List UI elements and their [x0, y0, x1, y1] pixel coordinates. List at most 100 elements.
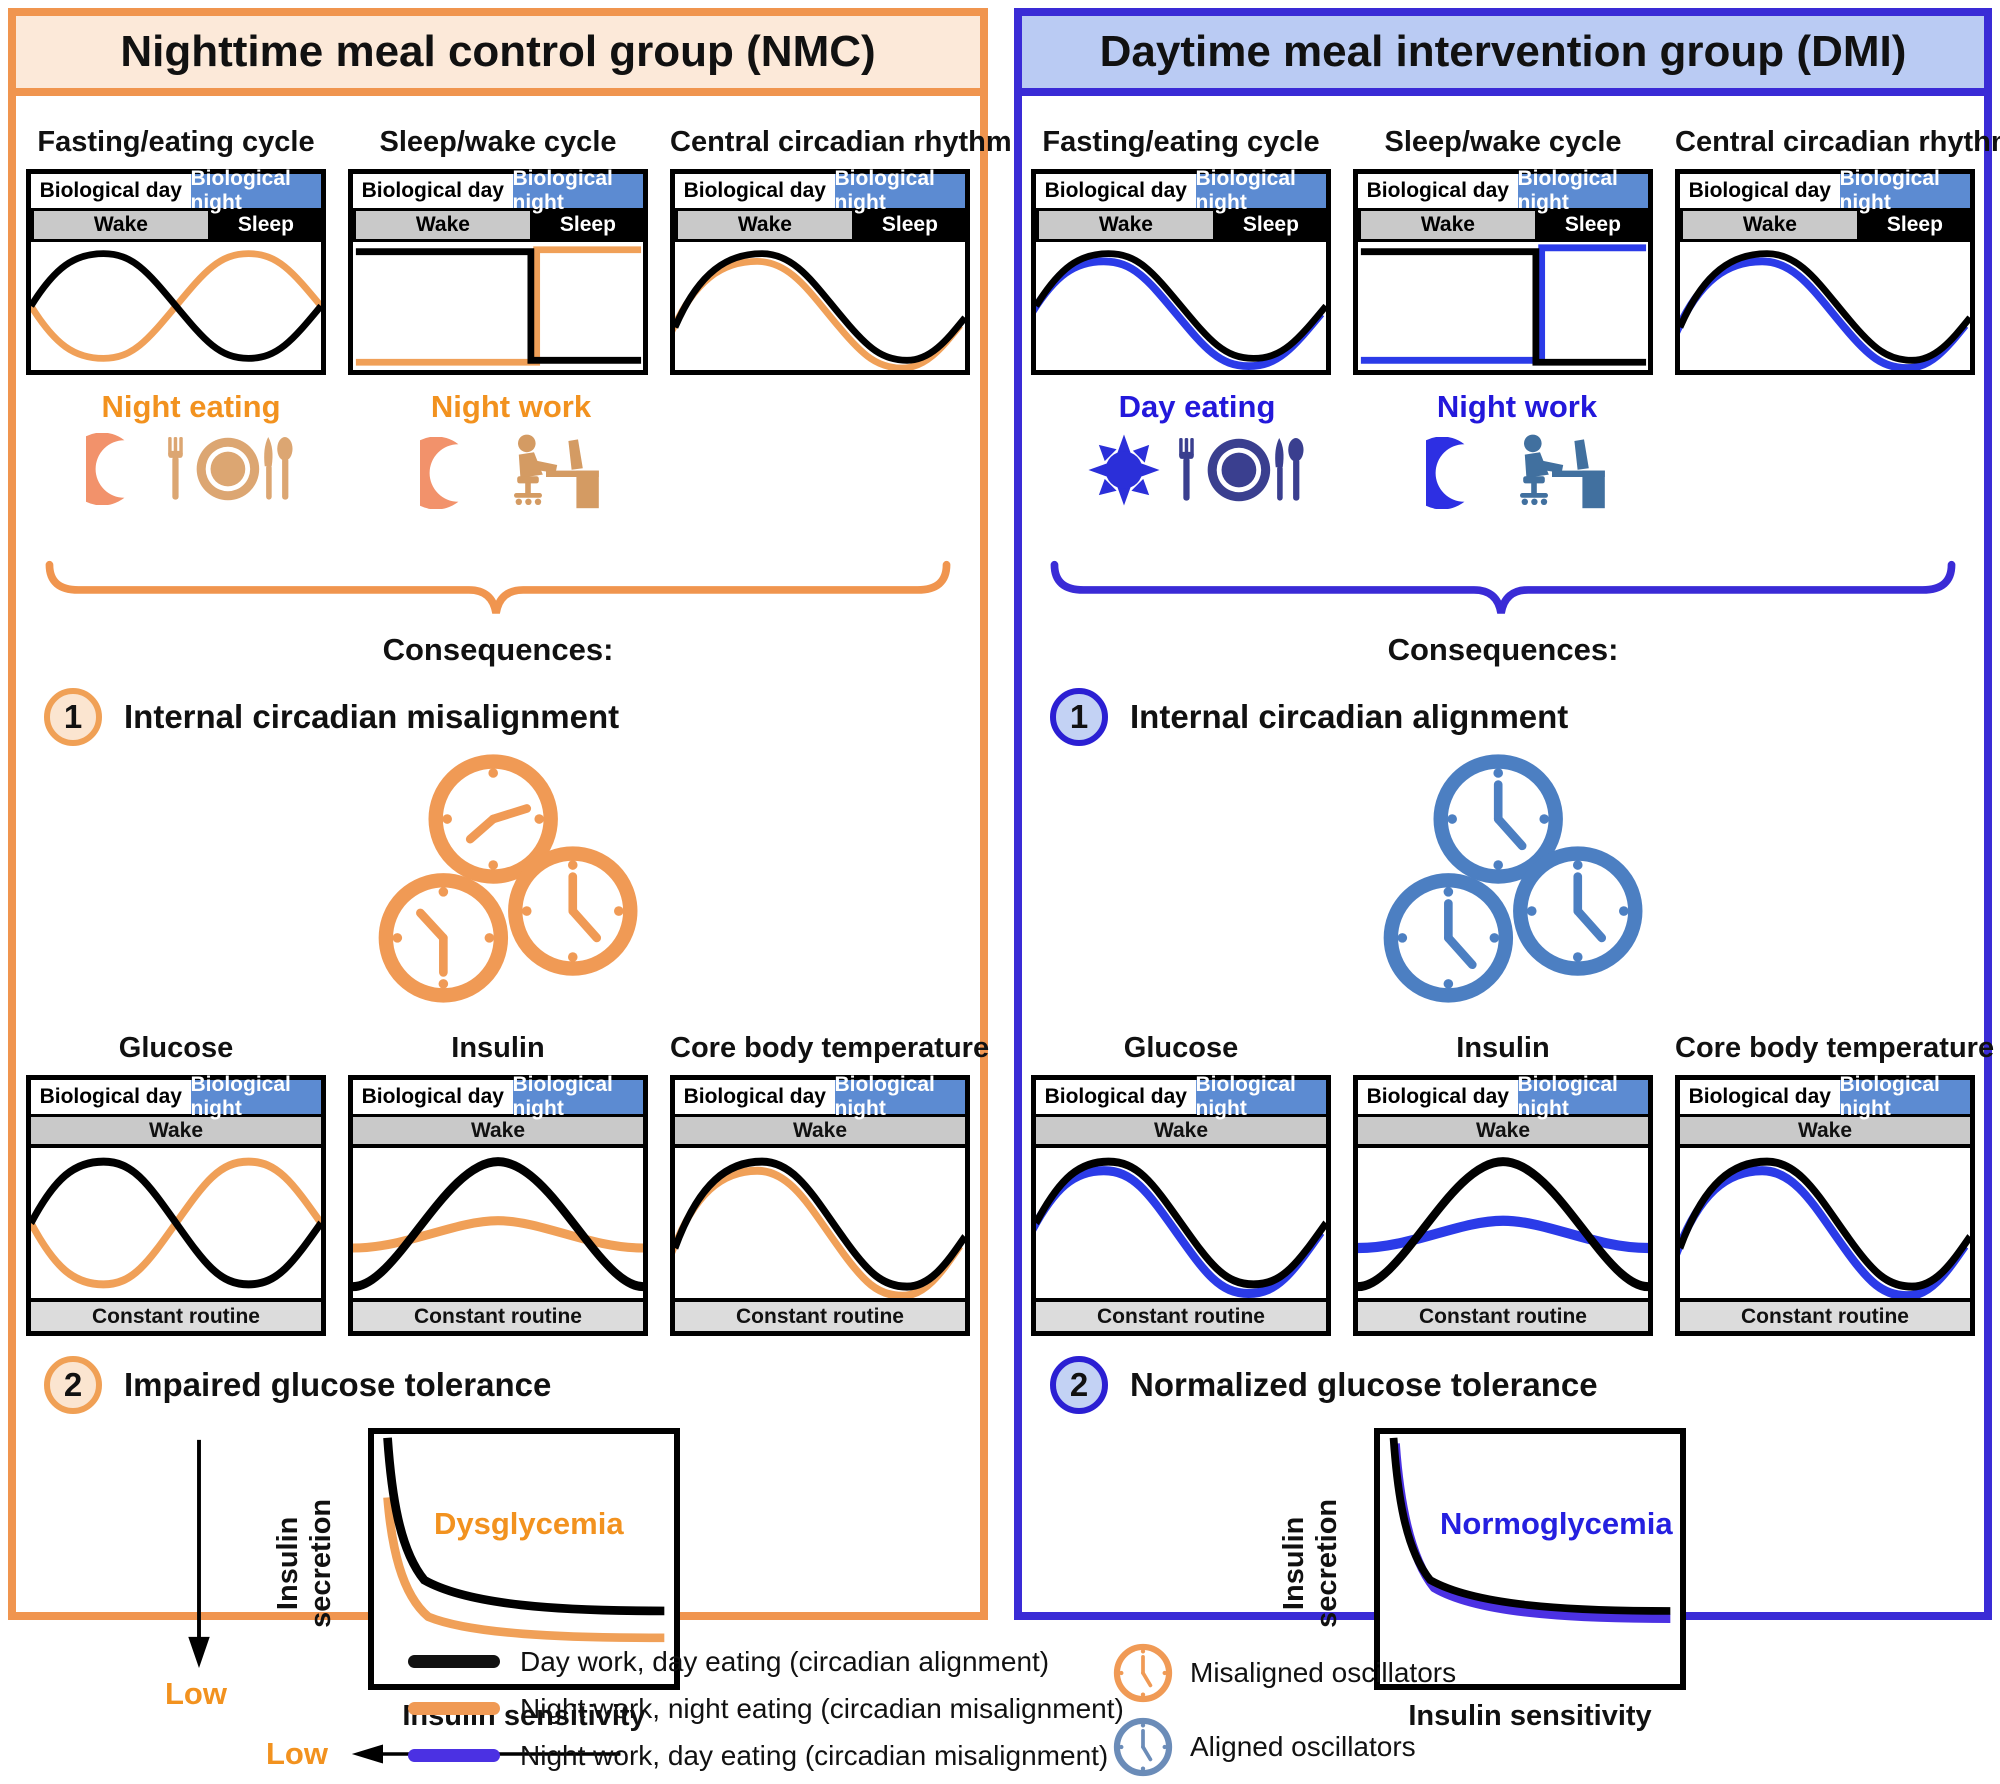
aligned-sine-plot — [675, 1148, 965, 1298]
biological-night-label: Biological night — [834, 167, 965, 214]
moon-icon — [1426, 437, 1465, 509]
moon-icon — [86, 433, 125, 505]
cycle-title-fasting: Fasting/eating cycle — [37, 126, 315, 158]
wake-label: Wake — [1680, 208, 1860, 242]
nmc-glucose-chart: Biological day Biological night Wake Cons… — [26, 1073, 326, 1336]
cycle-title-sleepwake: Sleep/wake cycle — [379, 126, 617, 158]
legend-label: Night work, day eating (circadian misali… — [520, 1739, 1109, 1771]
nmc-measure-titles: Glucose Insulin Core body temperature — [16, 1032, 990, 1065]
dmi-day-eating: Day eating — [1032, 389, 1362, 507]
item2-text: Normalized glucose tolerance — [1130, 1366, 1598, 1403]
square-wave-plot — [1358, 242, 1648, 370]
wake-label: Wake — [353, 208, 533, 242]
tolerance-xlabel: Insulin sensitivity — [1408, 1700, 1652, 1732]
item2-badge: 2 — [1050, 1356, 1108, 1414]
measure-title-coretemp: Core body temperature — [670, 1032, 990, 1064]
square-wave-plot — [353, 242, 643, 370]
biological-day-label: Biological day — [353, 174, 513, 208]
nmc-measure-charts: Biological day Biological night Wake Cons… — [16, 1073, 980, 1336]
dmi-insulin-chart: Biological day Biological night Wake Cons… — [1353, 1073, 1653, 1336]
dmi-top-charts: Biological day Biological night Wake Sleep… — [1022, 167, 1984, 375]
legend-item-black: Day work, day eating (circadian alignmen… — [408, 1638, 1124, 1685]
sleep-label: Sleep — [237, 213, 294, 236]
biological-night-label: Biological night — [512, 167, 643, 214]
dmi-item2: 2 Normalized glucose tolerance — [1050, 1356, 1984, 1414]
nmc-insulin-chart: Biological day Biological night Wake Cons… — [348, 1073, 648, 1336]
aligned-sine-plot — [1680, 242, 1970, 370]
ylabel-line2: secretion — [305, 1498, 338, 1628]
sleep-label: Sleep — [1886, 213, 1943, 236]
nmc-item2: 2 Impaired glucose tolerance — [44, 1356, 980, 1414]
cycle-title-fasting: Fasting/eating cycle — [1042, 126, 1320, 158]
meal-plate-icon — [168, 437, 293, 501]
nmc-misaligned-clocks — [16, 750, 980, 1032]
wake-label: Wake — [675, 208, 855, 242]
consequences-label: Consequences: — [382, 632, 614, 667]
legend-label: Aligned oscillators — [1190, 1731, 1416, 1762]
dmi-behaviors: Day eating — [1022, 389, 1984, 557]
dmi-glucose-chart: Biological day Biological night Wake Cons… — [1031, 1073, 1331, 1336]
legend-item-aligned: Aligned oscillators — [1112, 1710, 1456, 1784]
legend-item-orange: Night work, night eating (circadian misa… — [408, 1685, 1124, 1732]
legend-clocks: Misaligned oscillators Aligned oscillato… — [1112, 1636, 1456, 1784]
biological-night-label: Biological night — [1839, 167, 1970, 214]
antiphase-sine-plot — [31, 1148, 321, 1298]
nmc-central-rhythm-chart: Biological day Biological night Wake Sleep — [670, 167, 970, 375]
constant-routine-label: Constant routine — [1358, 1298, 1648, 1331]
night-work-label: Night work — [1436, 389, 1598, 424]
biological-day-label: Biological day — [675, 1080, 835, 1114]
dmi-cycle-titles: Fasting/eating cycle Sleep/wake cycle Ce… — [1022, 126, 2000, 159]
xlow-label: Low — [266, 1736, 328, 1771]
sleep-label: Sleep — [1242, 213, 1299, 236]
tolerance-plot: Normoglycemia — [1374, 1428, 1686, 1690]
nmc-glucose-tolerance: Insulin secretion Low Dysglycemia Insuli… — [16, 1428, 980, 1771]
nmc-item1: 1 Internal circadian misalignment — [44, 688, 980, 746]
blunted-insulin-plot — [1358, 1148, 1648, 1298]
biological-day-label: Biological day — [1680, 1080, 1840, 1114]
nmc-top-charts: Biological day Biological night Wake Sleep… — [16, 167, 980, 375]
nmc-fasting-eating-chart: Biological day Biological night Wake Sleep — [26, 167, 326, 375]
biological-night-label: Biological night — [1839, 1073, 1970, 1120]
measure-title-insulin: Insulin — [1456, 1032, 1550, 1064]
cycle-title-central: Central circadian rhythm — [1675, 126, 2000, 158]
blunted-insulin-plot — [353, 1148, 643, 1298]
item1-text: Internal circadian misalignment — [124, 698, 620, 735]
wake-label: Wake — [1680, 1114, 1970, 1148]
legend-label: Night work, night eating (circadian misa… — [520, 1692, 1124, 1724]
consequences-label: Consequences: — [1387, 632, 1619, 667]
aligned-sine-plot — [675, 242, 965, 370]
biological-day-label: Biological day — [31, 1080, 191, 1114]
sleep-label: Sleep — [881, 213, 938, 236]
dysglycemia-label: Dysglycemia — [434, 1506, 624, 1541]
panel-nmc: Nighttime meal control group (NMC) Fasti… — [8, 8, 1012, 1771]
black-line-swatch — [408, 1655, 500, 1668]
sun-icon — [1088, 434, 1160, 506]
dmi-item1: 1 Internal circadian alignment — [1050, 688, 1984, 746]
biological-day-label: Biological day — [1358, 1080, 1518, 1114]
dmi-measure-titles: Glucose Insulin Core body temperature — [1022, 1032, 1994, 1065]
tolerance-plot: Dysglycemia — [368, 1428, 680, 1690]
biological-night-label: Biological night — [834, 1073, 965, 1120]
dmi-coretemp-chart: Biological day Biological night Wake Cons… — [1675, 1073, 1975, 1336]
constant-routine-label: Constant routine — [675, 1298, 965, 1331]
biological-night-label: Biological night — [190, 1073, 321, 1120]
dmi-night-work: Night work — [1352, 389, 1682, 513]
dmi-fasting-eating-chart: Biological day Biological night Wake Sleep — [1031, 167, 1331, 375]
wake-label: Wake — [1358, 208, 1538, 242]
aligned-sine-plot — [1036, 242, 1326, 370]
biological-day-label: Biological day — [675, 174, 835, 208]
misaligned-clocks-icon — [378, 754, 638, 1003]
legend-item-blue: Night work, day eating (circadian misali… — [408, 1732, 1124, 1779]
cycle-title-sleepwake: Sleep/wake cycle — [1384, 126, 1622, 158]
constant-routine-label: Constant routine — [1036, 1298, 1326, 1331]
nmc-cycle-titles: Fasting/eating cycle Sleep/wake cycle Ce… — [16, 126, 1011, 159]
biological-night-label: Biological night — [1195, 167, 1326, 214]
dmi-central-rhythm-chart: Biological day Biological night Wake Sleep — [1675, 167, 1975, 375]
aligned-sine-plot — [1680, 1148, 1970, 1298]
biological-day-label: Biological day — [353, 1080, 513, 1114]
ylabel-line1: Insulin — [1277, 1516, 1310, 1610]
night-desk-worker-icon — [1520, 434, 1605, 509]
sleep-label: Sleep — [1564, 213, 1621, 236]
night-work-label: Night work — [430, 389, 592, 424]
legend-label: Day work, day eating (circadian alignmen… — [520, 1645, 1050, 1677]
